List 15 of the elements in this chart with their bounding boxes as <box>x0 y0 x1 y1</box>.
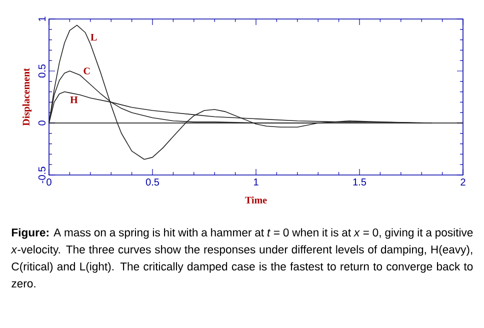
series-label: H <box>70 96 78 104</box>
x-tick-label: 1 <box>254 178 258 186</box>
y-tick-label: 0.5 <box>38 64 46 78</box>
x-tick-label: 2 <box>460 178 466 186</box>
x-axis-title: Time <box>245 196 267 204</box>
y-tick-label: -0.5 <box>38 166 46 184</box>
series-label: C <box>84 68 90 74</box>
series-label: L <box>90 34 97 41</box>
x-tick-label: 0 <box>46 178 52 186</box>
x-tick-label: 1.5 <box>353 178 366 186</box>
text: Figure: A mass on a spring is hit with a hammer at t = 0 when it is at x = 0, giving it a positive x-velocity. The three curves show the responses under different levels of damping, H(eavy), C(ritical) and L(ight). The critically damped case is the fastest to return to converge back to zero. <box>10 228 473 288</box>
y-axis-title: Displacement <box>22 68 32 126</box>
y-tick-label: 0 <box>38 120 46 126</box>
x-tick-label: 0.5 <box>146 178 160 186</box>
y-tick-label: 1 <box>38 16 46 22</box>
